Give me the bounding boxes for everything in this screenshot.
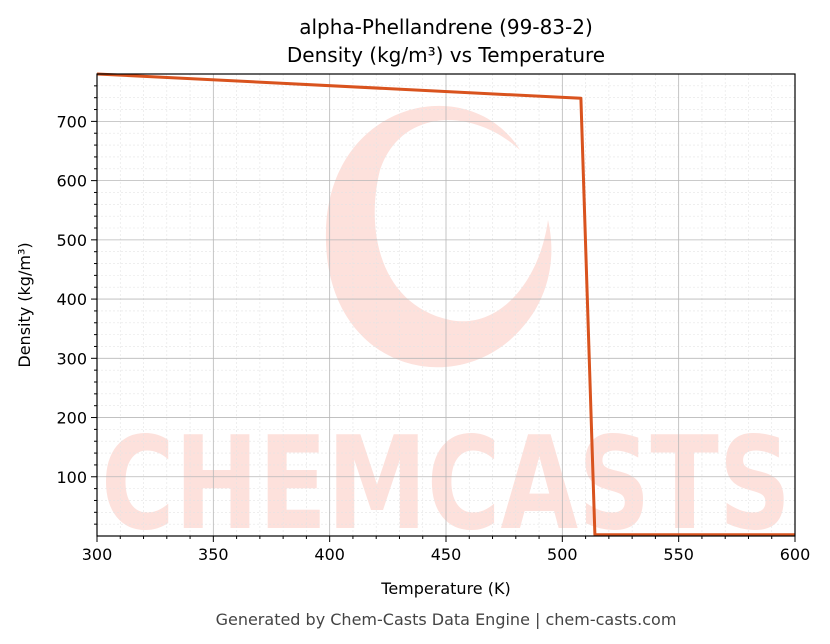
watermark-logo-arc bbox=[325, 105, 552, 368]
x-tick-label: 600 bbox=[780, 545, 811, 564]
y-tick-label: 200 bbox=[56, 409, 87, 428]
y-tick-label: 100 bbox=[56, 468, 87, 487]
x-tick-label: 450 bbox=[431, 545, 462, 564]
footer-credit: Generated by Chem-Casts Data Engine | ch… bbox=[216, 610, 677, 629]
x-tick-label: 300 bbox=[82, 545, 113, 564]
y-tick-label: 600 bbox=[56, 172, 87, 191]
chart-title: alpha-Phellandrene (99-83-2) bbox=[299, 15, 593, 39]
y-tick-label: 700 bbox=[56, 112, 87, 131]
x-tick-label: 350 bbox=[198, 545, 229, 564]
density-line bbox=[96, 72, 795, 537]
x-axis-label: Temperature (K) bbox=[380, 579, 510, 598]
y-axis-label: Density (kg/m³) bbox=[15, 242, 34, 367]
x-tick-label: 400 bbox=[314, 545, 345, 564]
y-tick-label: 500 bbox=[56, 231, 87, 250]
x-tick-label: 500 bbox=[547, 545, 578, 564]
y-tick-label: 400 bbox=[56, 290, 87, 309]
x-tick-label: 550 bbox=[663, 545, 694, 564]
y-tick-label: 300 bbox=[56, 349, 87, 368]
y-axis: 100 200 300 400 500 600 700 bbox=[56, 85, 97, 525]
x-axis: 300 350 400 450 500 550 600 bbox=[82, 536, 811, 564]
chart-subtitle: Density (kg/m³) vs Temperature bbox=[287, 43, 605, 67]
